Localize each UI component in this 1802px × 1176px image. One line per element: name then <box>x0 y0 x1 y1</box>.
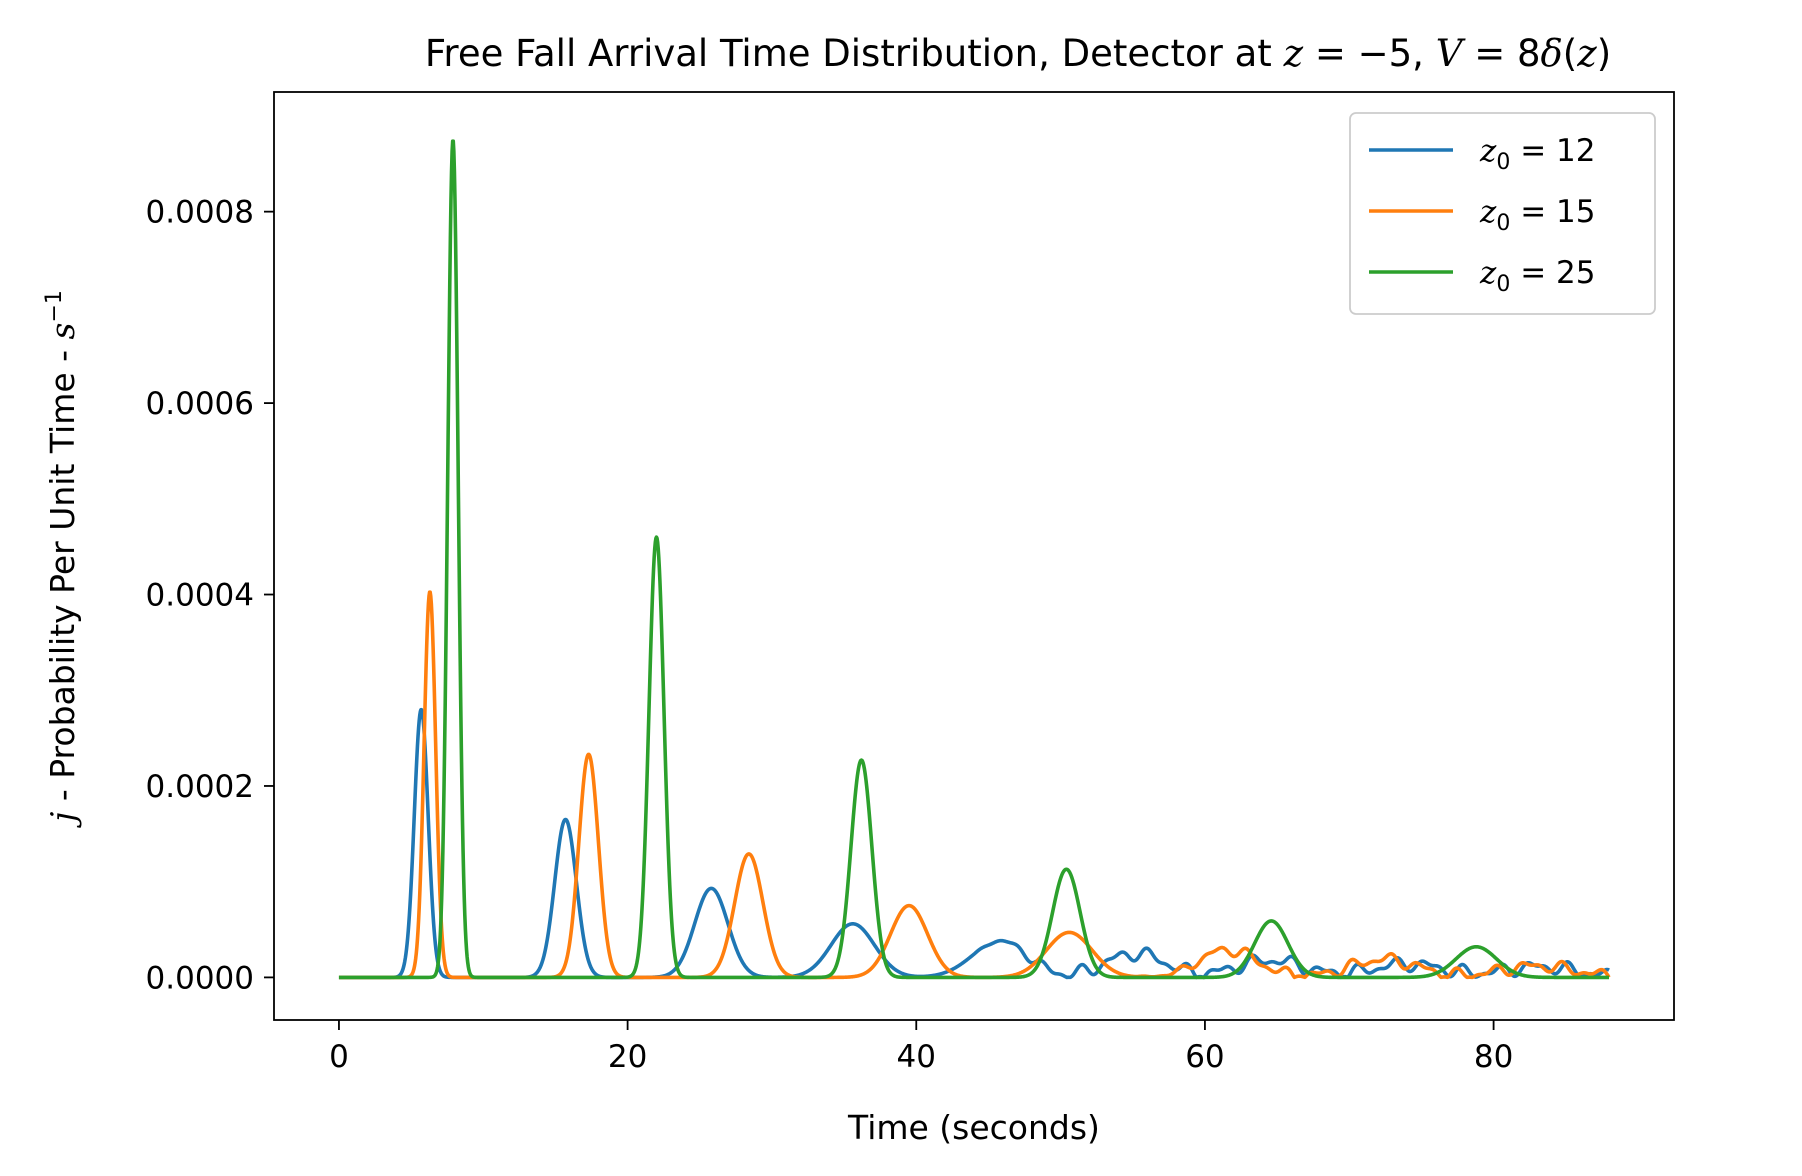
title-eq2-delta: δ <box>1541 32 1563 75</box>
y-label-text: - Probability Per Unit Time - <box>43 339 82 811</box>
title-eq2-var: V <box>1436 32 1466 75</box>
y-tick-label: 0.0008 <box>146 195 254 231</box>
y-tick-label: 0.0006 <box>146 386 254 422</box>
title-prefix: Free Fall Arrival Time Distribution, Det… <box>425 32 1284 75</box>
x-tick-label: 60 <box>1185 1039 1224 1075</box>
legend-label: z0 = 15 <box>1479 194 1595 236</box>
series-group <box>337 139 1611 980</box>
legend: z0 = 12 z0 = 15 z0 = 25 <box>1349 112 1656 315</box>
y-label-unit-exp: −1 <box>42 290 67 322</box>
title-eq2-close: ) <box>1597 32 1611 75</box>
title-eq2-arg: z <box>1576 32 1597 75</box>
legend-label: z0 = 25 <box>1479 255 1595 297</box>
title-eq2-mid: = 8 <box>1462 32 1540 75</box>
x-tick-label: 40 <box>897 1039 936 1075</box>
plot-frame <box>273 91 1675 1021</box>
title-sep: , <box>1412 32 1436 75</box>
legend-label: z0 = 12 <box>1479 133 1595 175</box>
series-line-1 <box>337 707 1611 980</box>
series-line-2 <box>337 590 1611 980</box>
y-label-unit: s <box>43 323 82 340</box>
title-eq1-rest: = −5 <box>1303 32 1412 75</box>
y-tick-label: 0.0000 <box>146 960 254 996</box>
x-tick-label: 20 <box>608 1039 647 1075</box>
y-tick-label: 0.0004 <box>146 578 254 614</box>
x-tick-label: 80 <box>1474 1039 1513 1075</box>
y-axis-label: j - Probability Per Unit Time - s−1 <box>42 290 82 829</box>
chart-title: Free Fall Arrival Time Distribution, Det… <box>425 32 1611 75</box>
x-axis-label: Time (seconds) <box>847 1108 1100 1147</box>
title-eq2-open: ( <box>1563 32 1577 75</box>
title-eq1-var: z <box>1283 32 1304 75</box>
y-label-var: j <box>43 812 82 829</box>
x-axis-ticks: 0 20 40 60 80 <box>329 1020 1513 1075</box>
x-tick-label: 0 <box>329 1039 349 1075</box>
y-tick-label: 0.0002 <box>146 769 254 805</box>
series-line-3 <box>337 139 1611 980</box>
y-axis-ticks: 0.0000 0.0002 0.0004 0.0006 0.0008 <box>146 195 274 996</box>
legend-box <box>1349 112 1656 315</box>
